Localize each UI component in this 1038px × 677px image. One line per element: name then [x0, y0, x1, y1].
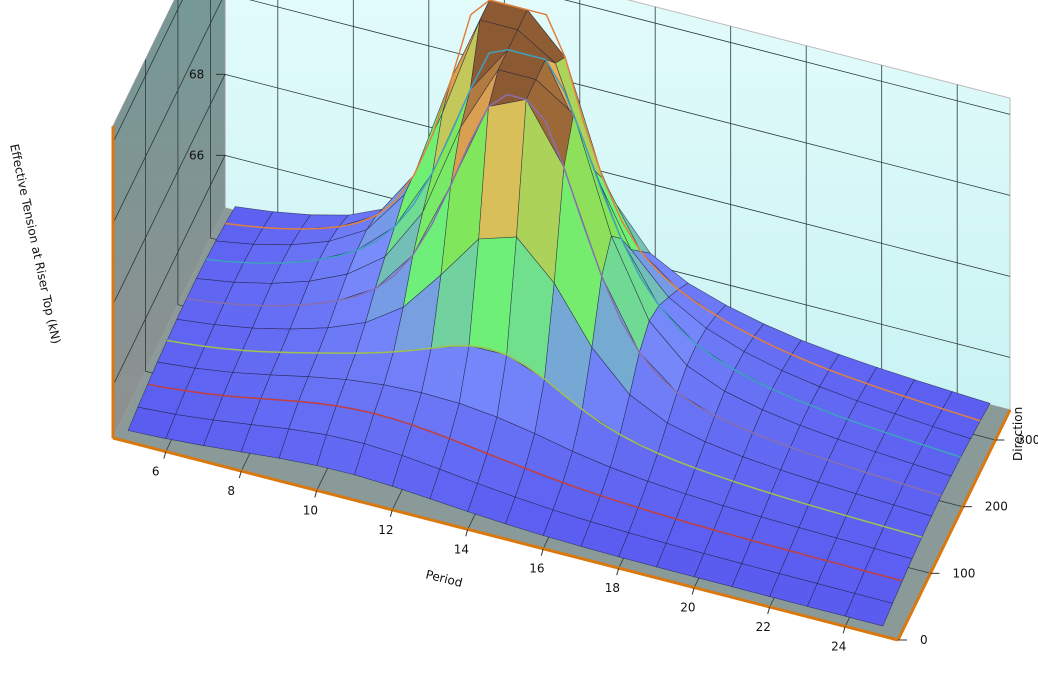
x-tick-label: 24 [831, 639, 846, 653]
z-gridline [112, 0, 1011, 143]
x-tick-label: 14 [454, 542, 469, 556]
surface-patch [844, 593, 894, 627]
x-tick-mark [163, 451, 167, 459]
x-tick-mark [691, 587, 695, 595]
z-tick-label: 68 [189, 67, 204, 81]
x-tick-label: 12 [378, 523, 393, 537]
x-tick-label: 18 [605, 581, 620, 595]
z-axis-title: Effective Tension at Riser Top (kN) [7, 143, 63, 346]
x-tick-mark [616, 567, 620, 576]
chart-frame [111, 126, 1012, 642]
y-tick-label: 0 [920, 633, 928, 647]
x-tick-label: 20 [680, 601, 695, 615]
x-tick-mark [842, 626, 846, 634]
x-tick-mark [389, 509, 393, 518]
x-tick-label: 10 [303, 503, 318, 517]
axis-ticks: 681012141618202224010020030066687072 [152, 0, 1038, 653]
x-axis-title: Period [424, 567, 464, 590]
x-tick-label: 6 [152, 465, 160, 479]
surface-mesh [127, 0, 991, 627]
x-tick-mark [314, 490, 318, 498]
frame-edge-direction [896, 409, 1012, 641]
direction-contour [147, 383, 903, 582]
x-tick-label: 8 [227, 484, 235, 498]
direction-contour [186, 93, 942, 497]
frame-edge-period [112, 436, 899, 642]
y-axis-title: Direction [1011, 407, 1025, 461]
y-tick-label: 200 [985, 500, 1008, 514]
x-tick-mark [465, 529, 469, 537]
y-tick-label: 100 [952, 566, 975, 580]
x-tick-label: 16 [529, 562, 544, 576]
y-tick-label: 300 [1017, 433, 1038, 447]
z-gridline [112, 0, 1011, 224]
x-tick-mark [767, 606, 771, 615]
x-tick-mark [238, 470, 242, 479]
direction-contour [225, 0, 981, 422]
direction-contour [166, 339, 923, 538]
x-tick-mark [540, 548, 544, 556]
x-tick-label: 22 [756, 620, 771, 634]
z-tick-label: 66 [189, 148, 204, 162]
direction-contour [205, 49, 962, 458]
